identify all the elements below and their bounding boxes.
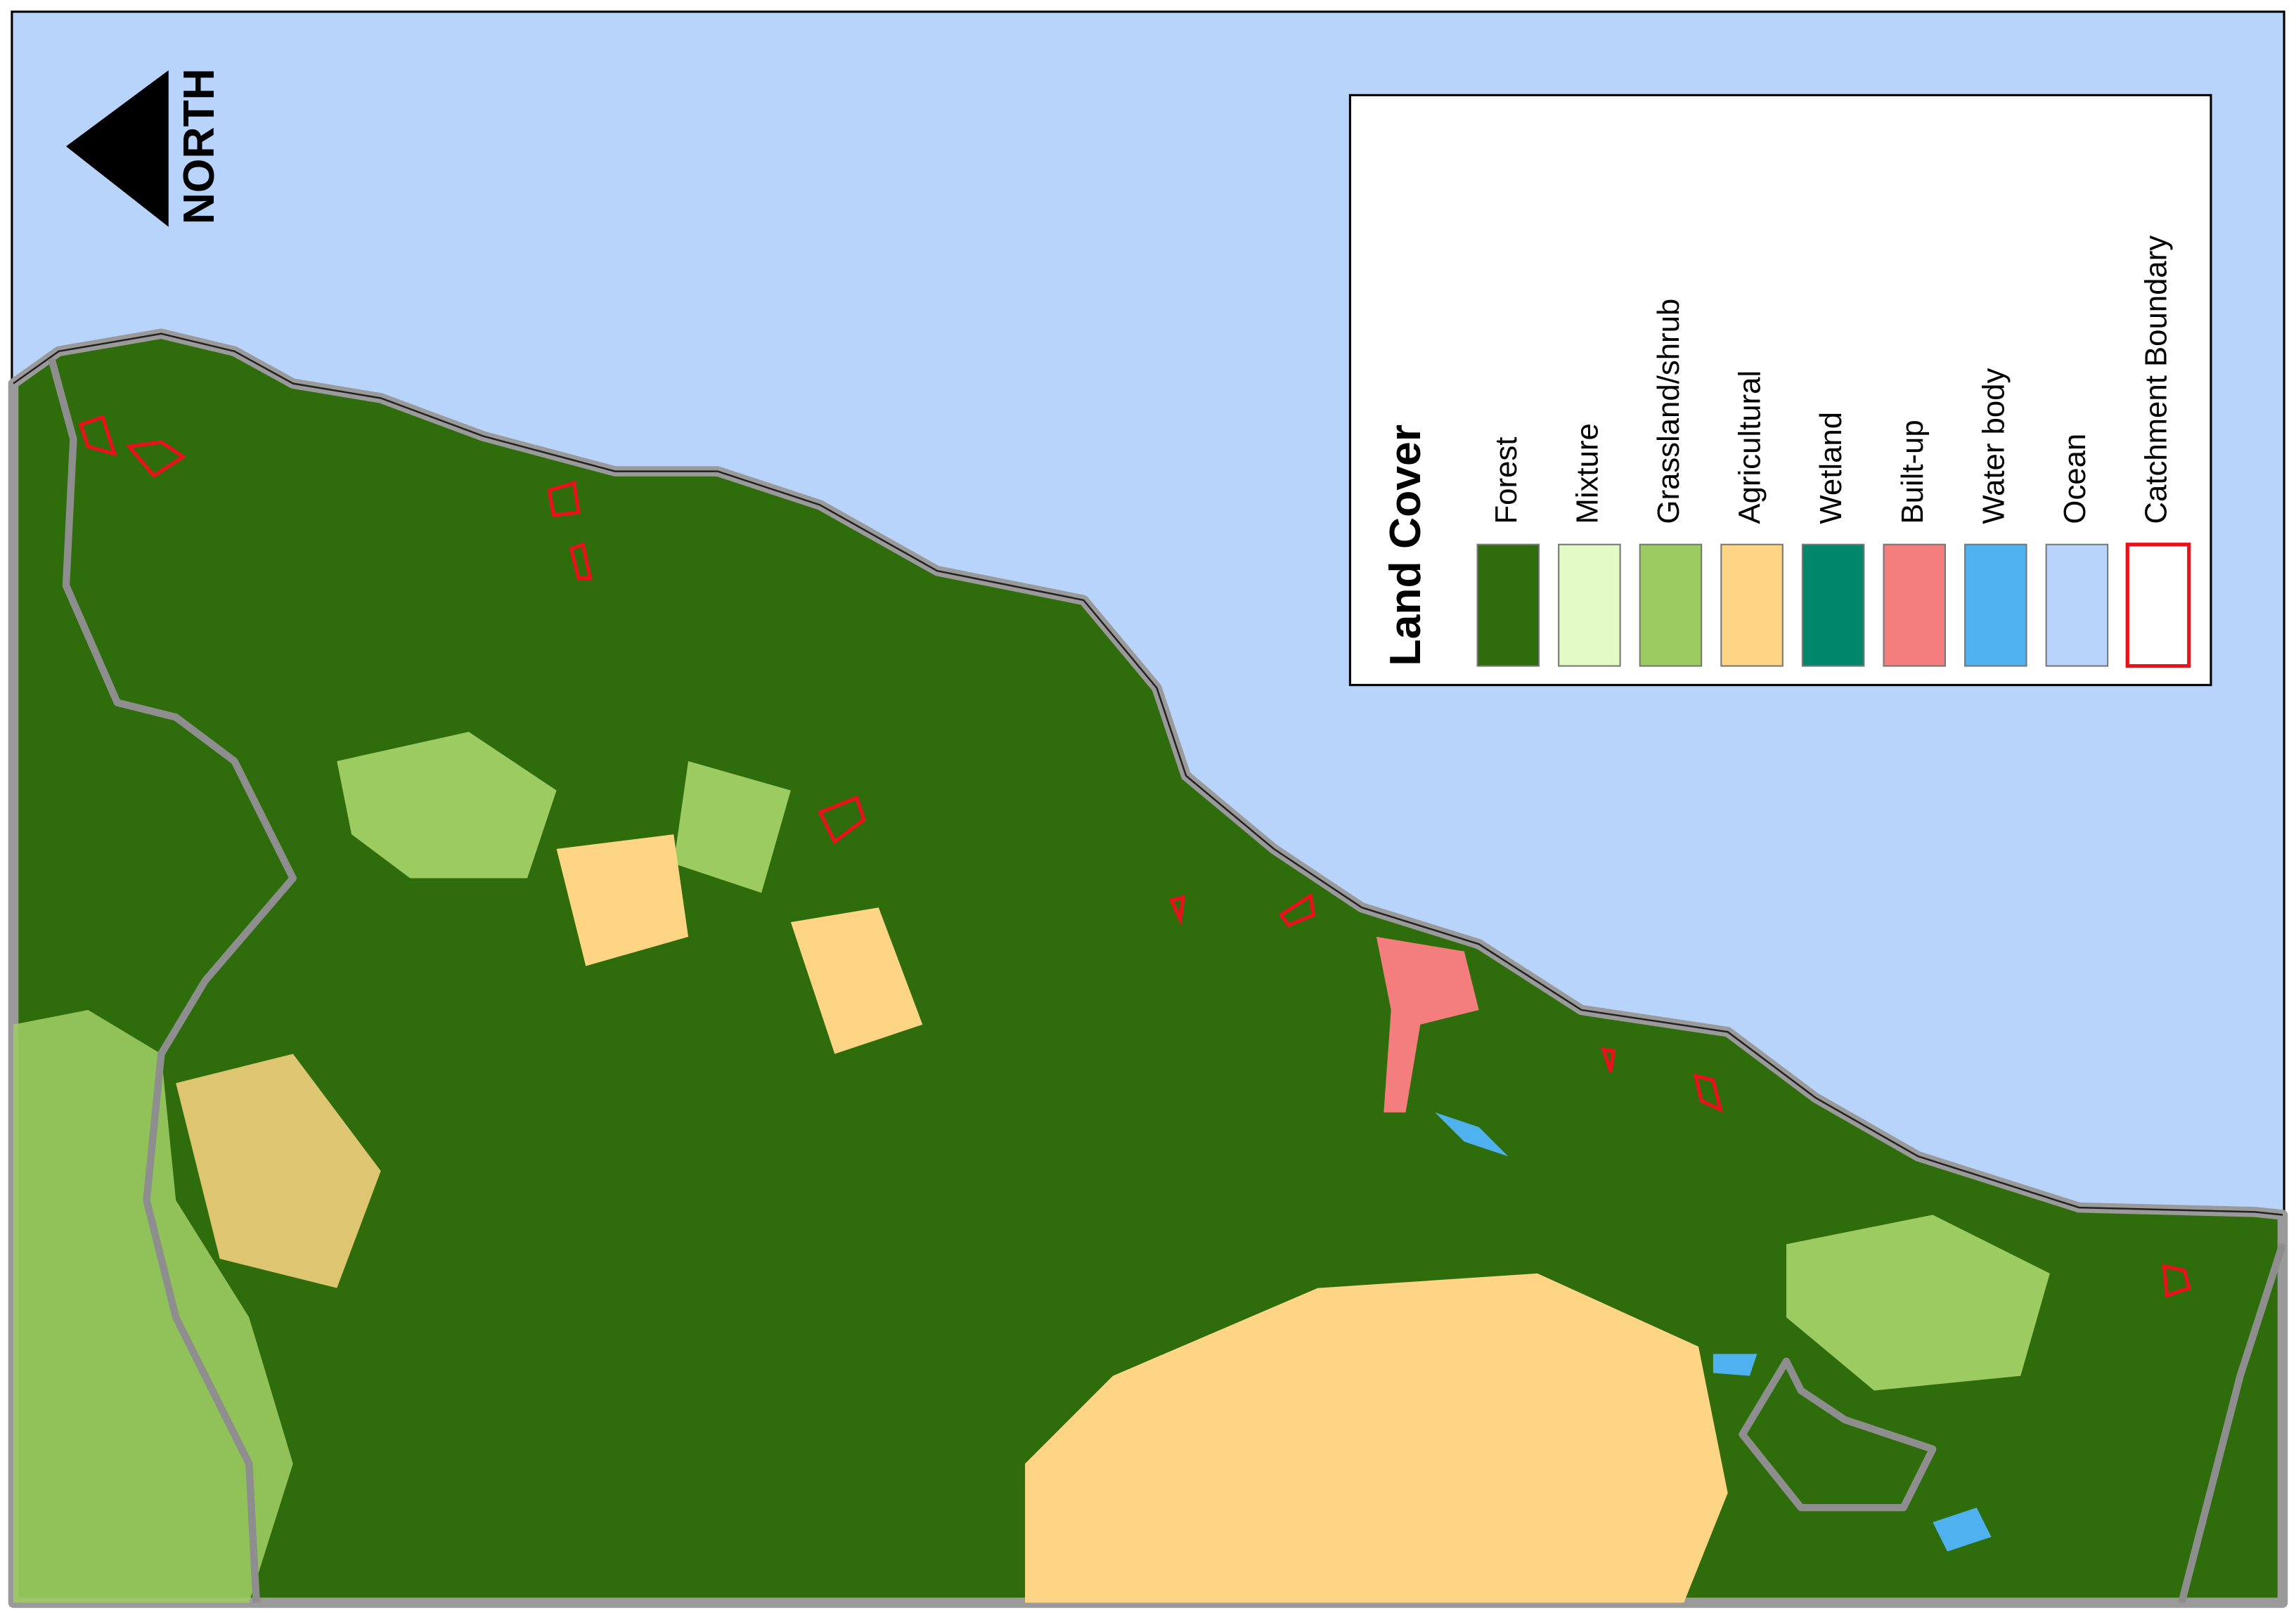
legend-swatch: [1476, 543, 1540, 667]
north-arrow: NORTH: [65, 68, 224, 227]
legend-swatch: [1639, 543, 1703, 667]
legend-swatch: [2125, 543, 2191, 668]
land: [8, 328, 2288, 1608]
legend-label: Mixture: [1570, 423, 1604, 524]
legend-label: Grassland/shrub: [1651, 299, 1686, 524]
north-label: NORTH: [174, 68, 224, 224]
legend-swatch: [1720, 543, 1784, 667]
legend-title: Land Cover: [1381, 425, 1430, 666]
legend-label: Forest: [1489, 437, 1523, 524]
legend-label: Water body: [1976, 368, 2011, 524]
legend-swatch: [1964, 543, 2027, 667]
legend-swatch: [1558, 543, 1621, 667]
catchments: [78, 415, 2191, 1298]
legend-label: Ocean: [2058, 434, 2092, 524]
north-arrow-icon: [65, 70, 169, 227]
legend-label: Catchment Boundary: [2139, 235, 2174, 524]
legend-label: Built-up: [1895, 420, 1930, 524]
legend-label: Agricultural: [1733, 370, 1767, 524]
legend-label: Wetland: [1814, 412, 1848, 524]
legend: Land Cover Forest Mixture Grassland/shrub A…: [1348, 93, 2212, 687]
boundaries: [48, 357, 2286, 1604]
legend-swatch: [1883, 543, 1947, 667]
legend-swatch: [2045, 543, 2109, 667]
legend-swatch: [1801, 543, 1865, 667]
